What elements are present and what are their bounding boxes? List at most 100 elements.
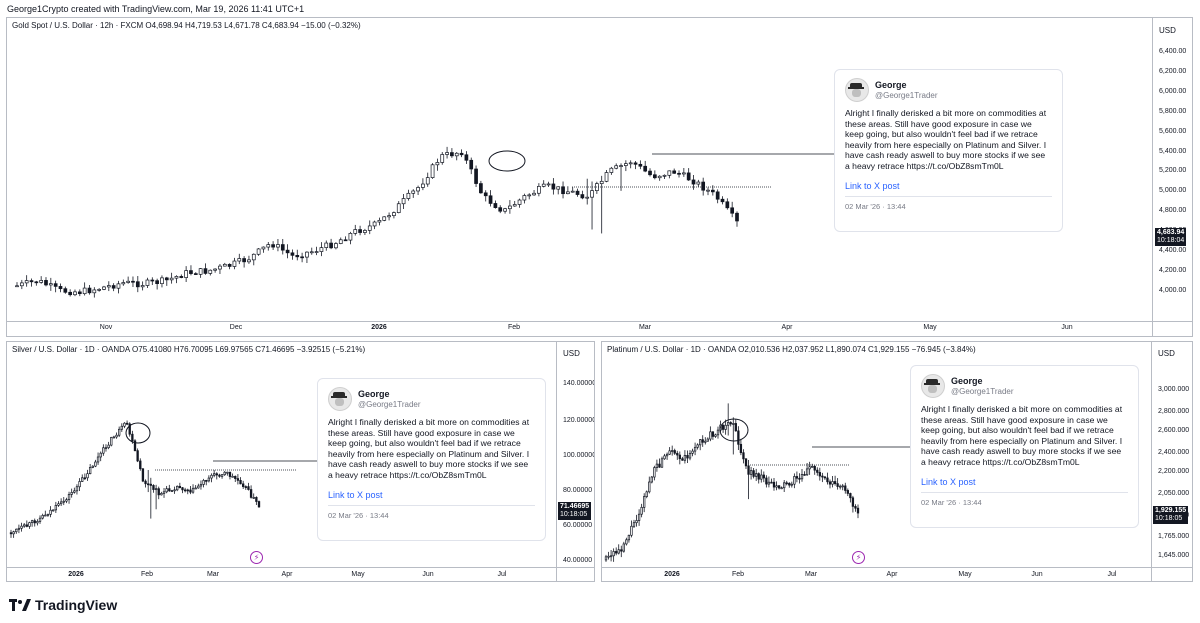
gold-candle bbox=[512, 204, 517, 207]
gold-candle bbox=[445, 152, 449, 155]
silver-countdown: 10:18:05 bbox=[560, 511, 588, 518]
gold-candle bbox=[638, 163, 643, 167]
silver-candle bbox=[59, 501, 63, 505]
gold-candle bbox=[696, 181, 701, 185]
gold-candle bbox=[493, 203, 498, 208]
tweet-link[interactable]: Link to X post bbox=[921, 476, 976, 487]
gold-candles[interactable] bbox=[7, 18, 1193, 337]
tweet-text: Alright I finally derisked a bit more on… bbox=[921, 404, 1123, 467]
gold-candle bbox=[537, 186, 541, 194]
tweet-card-silver[interactable]: George @George1Trader Alright I finally … bbox=[317, 378, 546, 541]
gold-candle bbox=[575, 190, 580, 195]
platinum-candle bbox=[637, 513, 641, 521]
silver-candle bbox=[165, 488, 168, 493]
time-tick-label: Jul bbox=[1107, 571, 1117, 578]
gold-candle bbox=[68, 291, 73, 296]
price-tick-label: 100.00000 bbox=[563, 452, 595, 459]
silver-candle bbox=[197, 485, 200, 489]
gold-candle bbox=[111, 285, 116, 289]
platinum-candle bbox=[765, 477, 768, 485]
event-bolt-icon[interactable]: ⚡ bbox=[852, 551, 865, 564]
gold-candle bbox=[290, 252, 295, 256]
gold-candle bbox=[295, 255, 300, 258]
silver-candle bbox=[183, 489, 187, 492]
gold-candle bbox=[34, 281, 39, 284]
gold-candle bbox=[174, 276, 179, 279]
platinum-legend: Platinum / U.S. Dollar · 1D · OANDA O2,0… bbox=[607, 345, 976, 354]
gold-candle bbox=[604, 172, 609, 182]
silver-candle bbox=[223, 471, 226, 476]
platinum-candle bbox=[811, 465, 814, 468]
silver-chart-panel[interactable]: Silver / U.S. Dollar · 1D · OANDA O75.41… bbox=[6, 341, 595, 582]
gold-candle bbox=[300, 256, 304, 259]
price-tick-label: 4,800.00 bbox=[1159, 207, 1187, 215]
silver-candle bbox=[36, 521, 39, 524]
silver-candle bbox=[110, 437, 113, 446]
silver-axis-unit: USD bbox=[563, 349, 580, 358]
gold-candle bbox=[338, 239, 343, 244]
tweet-date: 02 Mar '26 · 13:44 bbox=[845, 201, 906, 211]
platinum-candle bbox=[660, 458, 664, 468]
platinum-candle bbox=[640, 506, 643, 515]
gold-candle bbox=[546, 183, 551, 186]
silver-candle bbox=[30, 520, 34, 523]
tweet-card-platinum[interactable]: George @George1Trader Alright I finally … bbox=[910, 365, 1139, 528]
platinum-candle bbox=[788, 482, 791, 486]
gold-candle bbox=[227, 263, 232, 267]
silver-candle bbox=[154, 488, 158, 491]
silver-candle bbox=[181, 487, 184, 491]
gold-candle bbox=[261, 246, 266, 250]
gold-candle bbox=[121, 282, 126, 285]
platinum-candle bbox=[607, 555, 610, 558]
gold-candle bbox=[416, 187, 420, 192]
platinum-candle bbox=[785, 482, 788, 485]
silver-candle bbox=[67, 494, 71, 501]
gold-candle bbox=[522, 195, 527, 201]
tweet-card-gold[interactable]: George @George1Trader Alright I finally … bbox=[834, 69, 1063, 232]
gold-candle bbox=[392, 212, 396, 216]
gold-candle bbox=[551, 183, 556, 190]
platinum-last-price: 1,929.155 bbox=[1155, 507, 1187, 514]
gold-candle bbox=[276, 244, 280, 248]
platinum-candle bbox=[714, 434, 717, 437]
platinum-candle bbox=[663, 455, 666, 460]
price-tick-label: 2,600.000 bbox=[1158, 427, 1190, 434]
platinum-candle bbox=[798, 477, 801, 480]
gold-candle bbox=[503, 208, 507, 212]
gold-candle bbox=[63, 288, 68, 293]
silver-candles[interactable] bbox=[7, 342, 595, 582]
gold-candle bbox=[15, 285, 19, 288]
gold-last-price-label: 4,683.94 10:18:04 bbox=[1155, 228, 1187, 246]
gold-candle bbox=[672, 170, 677, 174]
gold-candle bbox=[580, 194, 585, 199]
price-tick-label: 5,600.00 bbox=[1159, 127, 1187, 135]
gold-chart-panel[interactable]: Gold Spot / U.S. Dollar · 12h · FXCM O4,… bbox=[6, 17, 1193, 337]
platinum-candle bbox=[625, 539, 628, 545]
platinum-candle bbox=[767, 481, 771, 485]
silver-candle bbox=[170, 490, 174, 492]
event-bolt-icon[interactable]: ⚡ bbox=[250, 551, 263, 564]
tweet-link[interactable]: Link to X post bbox=[845, 180, 900, 191]
time-tick-label: Dec bbox=[229, 324, 243, 331]
tweet-link[interactable]: Link to X post bbox=[328, 489, 383, 500]
tweet-author-name: George bbox=[951, 375, 983, 386]
time-tick-label: May bbox=[958, 571, 972, 578]
platinum-candle bbox=[775, 485, 778, 488]
platinum-candle bbox=[706, 438, 709, 442]
time-tick-label: May bbox=[923, 324, 937, 331]
silver-candle bbox=[73, 490, 76, 493]
platinum-candle bbox=[709, 431, 712, 440]
platinum-candle bbox=[757, 473, 760, 480]
silver-candle bbox=[83, 477, 87, 480]
platinum-chart-panel[interactable]: Platinum / U.S. Dollar · 1D · OANDA O2,0… bbox=[601, 341, 1193, 582]
price-tick-label: 2,050.000 bbox=[1158, 490, 1190, 497]
platinum-candles[interactable] bbox=[602, 342, 1193, 582]
silver-candle bbox=[96, 456, 100, 463]
silver-candle bbox=[33, 520, 36, 524]
silver-candle bbox=[78, 481, 81, 488]
platinum-candle bbox=[635, 520, 638, 524]
tweet-author-handle: @George1Trader bbox=[875, 90, 938, 100]
silver-candle bbox=[162, 491, 166, 494]
gold-candle bbox=[624, 163, 628, 166]
silver-candle bbox=[199, 484, 203, 487]
